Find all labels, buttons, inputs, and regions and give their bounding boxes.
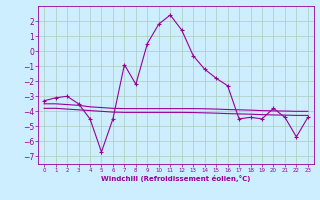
X-axis label: Windchill (Refroidissement éolien,°C): Windchill (Refroidissement éolien,°C)	[101, 175, 251, 182]
